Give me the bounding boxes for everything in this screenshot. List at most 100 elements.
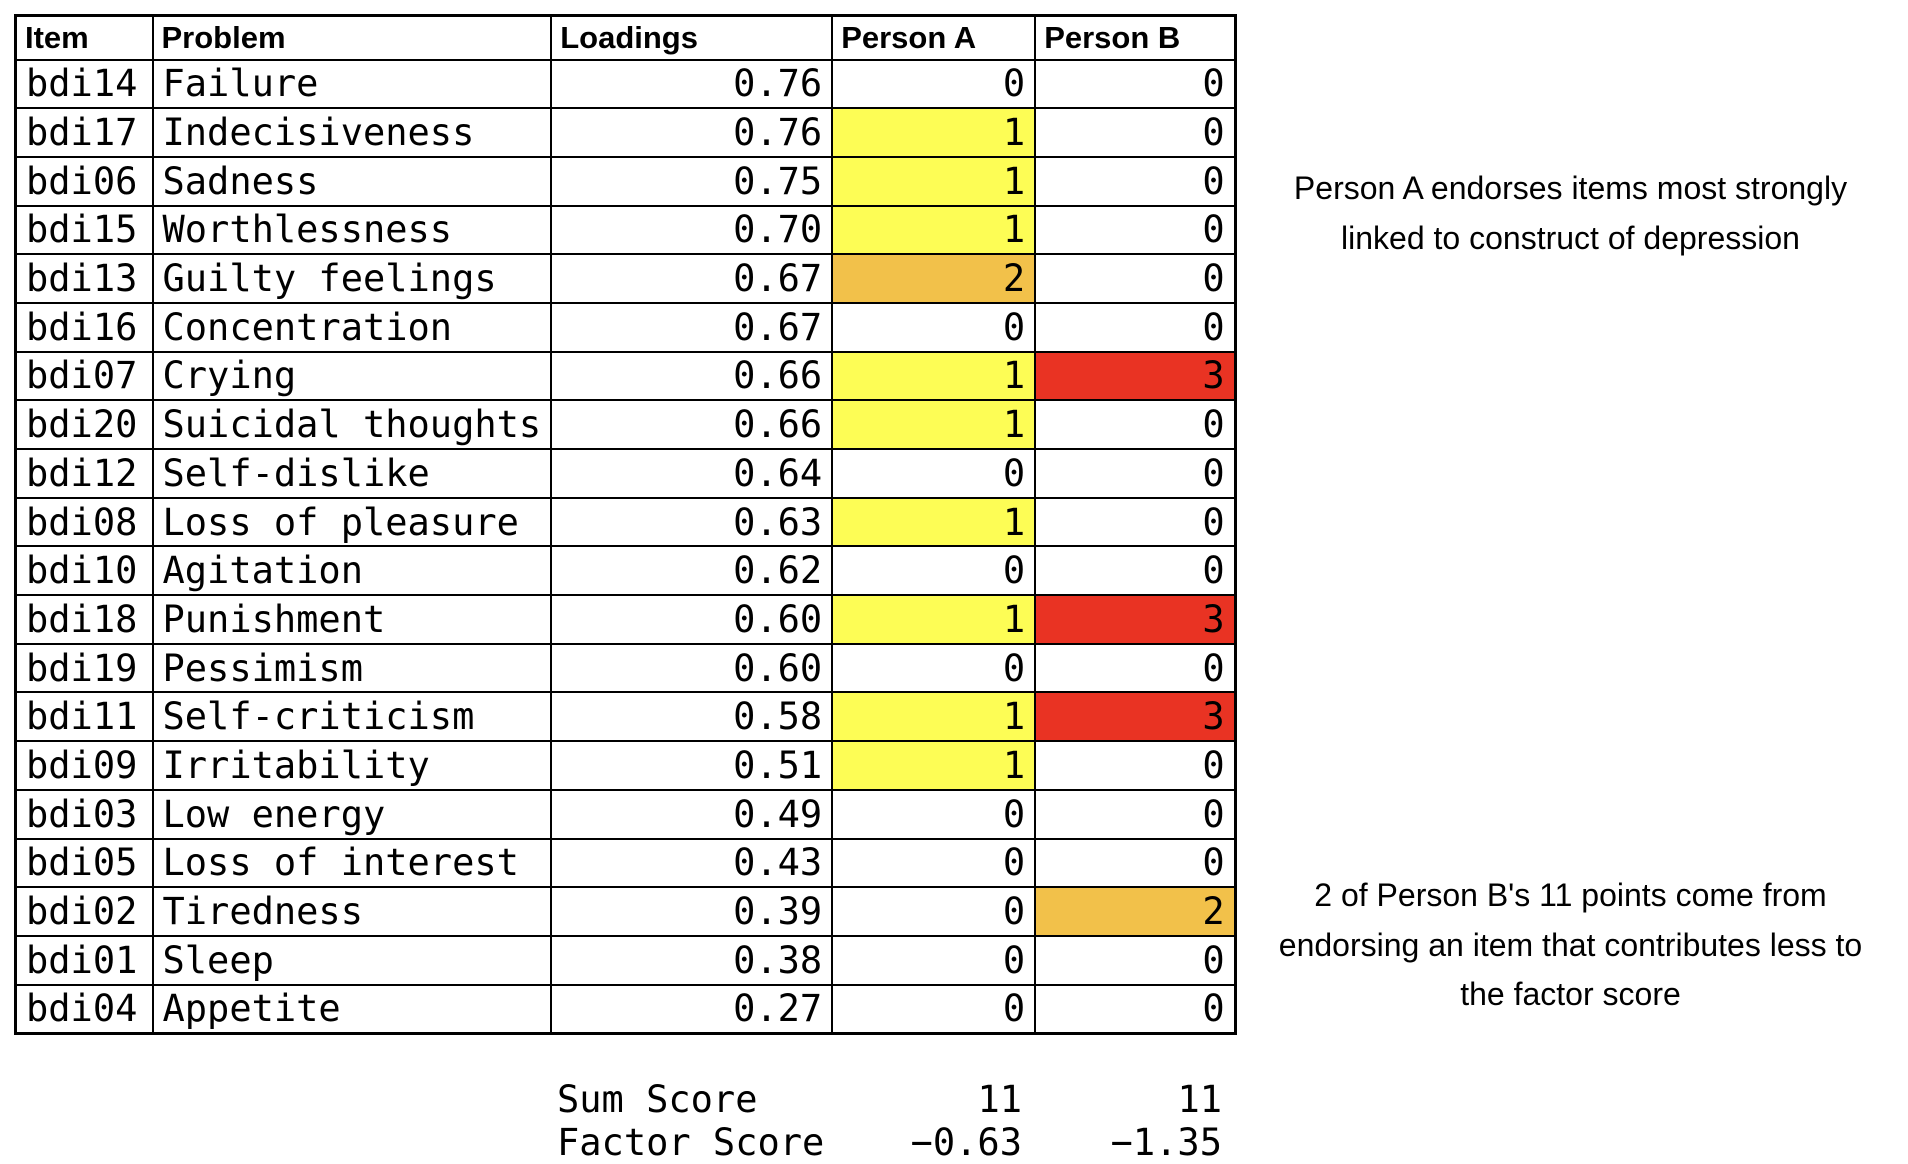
cell-person-a: 0 — [831, 983, 1037, 1035]
cell-loading: 0.27 — [550, 983, 834, 1035]
factor-score-person-a: −0.63 — [910, 1121, 1022, 1164]
cell-problem: Loss of pleasure — [151, 496, 553, 548]
cell-loading: 0.62 — [550, 545, 834, 597]
cell-item: bdi18 — [14, 594, 154, 645]
cell-person-a: 1 — [831, 691, 1037, 743]
cell-loading: 0.75 — [550, 155, 834, 207]
cell-person-b: 3 — [1034, 594, 1237, 645]
cell-problem: Appetite — [151, 983, 553, 1035]
cell-person-a: 1 — [831, 204, 1037, 256]
table-row: bdi14 Failure 0.76 0 0 — [14, 58, 1237, 110]
factor-score-row: Factor Score −0.63 −1.35 — [14, 1121, 1232, 1164]
cell-person-a: 0 — [831, 837, 1037, 889]
table-row: bdi10 Agitation 0.62 0 0 — [14, 545, 1237, 597]
cell-person-a: 2 — [831, 253, 1037, 304]
cell-loading: 0.66 — [550, 399, 834, 450]
cell-problem: Agitation — [151, 545, 553, 597]
cell-problem: Low energy — [151, 788, 553, 840]
cell-person-b: 0 — [1034, 155, 1237, 207]
table-row: bdi05 Loss of interest 0.43 0 0 — [14, 837, 1237, 889]
bdi-loadings-table: Item Problem Loadings Person A Person B … — [14, 14, 1237, 1035]
table-row: bdi07 Crying 0.66 1 3 — [14, 350, 1237, 402]
cell-item: bdi16 — [14, 301, 154, 353]
cell-person-a: 1 — [831, 594, 1037, 645]
column-header-person-a: Person A — [831, 14, 1037, 61]
cell-person-a: 1 — [831, 399, 1037, 450]
cell-person-b: 0 — [1034, 496, 1237, 548]
table-row: bdi08 Loss of pleasure 0.63 1 0 — [14, 496, 1237, 548]
table-row: bdi20 Suicidal thoughts 0.66 1 0 — [14, 399, 1237, 450]
cell-loading: 0.39 — [550, 886, 834, 937]
cell-loading: 0.58 — [550, 691, 834, 743]
header-row: Item Problem Loadings Person A Person B — [14, 14, 1237, 61]
cell-person-a: 0 — [831, 788, 1037, 840]
cell-person-a: 1 — [831, 155, 1037, 207]
cell-loading: 0.76 — [550, 58, 834, 110]
annotation-line: endorsing an item that contributes less … — [1278, 926, 1863, 963]
cell-problem: Sleep — [151, 934, 553, 986]
cell-item: bdi15 — [14, 204, 154, 256]
table-row: bdi15 Worthlessness 0.70 1 0 — [14, 204, 1237, 256]
cell-person-b: 0 — [1034, 788, 1237, 840]
cell-loading: 0.49 — [550, 788, 834, 840]
annotation-line: 2 of Person B's 11 points come from — [1314, 877, 1827, 913]
cell-problem: Indecisiveness — [151, 107, 553, 158]
cell-problem: Failure — [151, 58, 553, 110]
cell-loading: 0.67 — [550, 301, 834, 353]
table-row: bdi09 Irritability 0.51 1 0 — [14, 740, 1237, 791]
annotation-person-a: Person A endorses items most strongly li… — [1233, 164, 1908, 263]
cell-item: bdi06 — [14, 155, 154, 207]
table-row: bdi19 Pessimism 0.60 0 0 — [14, 642, 1237, 694]
annotation-line: linked to construct of depression — [1341, 219, 1800, 256]
cell-loading: 0.70 — [550, 204, 834, 256]
sum-score-label: Sum Score — [557, 1078, 758, 1121]
cell-item: bdi14 — [14, 58, 154, 110]
cell-problem: Sadness — [151, 155, 553, 207]
cell-item: bdi07 — [14, 350, 154, 402]
cell-problem: Self-dislike — [151, 448, 553, 499]
cell-item: bdi11 — [14, 691, 154, 743]
table-row: bdi18 Punishment 0.60 1 3 — [14, 594, 1237, 645]
cell-loading: 0.66 — [550, 350, 834, 402]
factor-score-label: Factor Score — [557, 1121, 825, 1164]
cell-person-a: 0 — [831, 934, 1037, 986]
cell-problem: Loss of interest — [151, 837, 553, 889]
table-row: bdi02 Tiredness 0.39 0 2 — [14, 886, 1237, 937]
cell-item: bdi13 — [14, 253, 154, 304]
cell-problem: Punishment — [151, 594, 553, 645]
cell-person-b: 0 — [1034, 253, 1237, 304]
cell-item: bdi01 — [14, 934, 154, 986]
table-row: bdi06 Sadness 0.75 1 0 — [14, 155, 1237, 207]
cell-person-b: 3 — [1034, 350, 1237, 402]
cell-person-b: 3 — [1034, 691, 1237, 743]
cell-person-b: 0 — [1034, 399, 1237, 450]
column-header-item: Item — [14, 14, 154, 61]
cell-person-b: 0 — [1034, 107, 1237, 158]
cell-item: bdi12 — [14, 448, 154, 499]
cell-item: bdi02 — [14, 886, 154, 937]
cell-person-a: 0 — [831, 642, 1037, 694]
cell-item: bdi19 — [14, 642, 154, 694]
cell-person-a: 1 — [831, 740, 1037, 791]
table-body: bdi14 Failure 0.76 0 0 bdi17 Indecisiveness 0.7… — [14, 58, 1237, 1035]
cell-loading: 0.60 — [550, 594, 834, 645]
cell-loading: 0.76 — [550, 107, 834, 158]
score-summary: Sum Score 11 11 Factor Score −0.63 −1.35 — [14, 1078, 1232, 1164]
cell-problem: Worthlessness — [151, 204, 553, 256]
cell-loading: 0.63 — [550, 496, 834, 548]
table-row: bdi11 Self-criticism 0.58 1 3 — [14, 691, 1237, 743]
cell-person-a: 0 — [831, 886, 1037, 937]
factor-score-person-b: −1.35 — [1110, 1121, 1222, 1164]
cell-person-a: 1 — [831, 107, 1037, 158]
cell-problem: Pessimism — [151, 642, 553, 694]
table-row: bdi03 Low energy 0.49 0 0 — [14, 788, 1237, 840]
cell-item: bdi04 — [14, 983, 154, 1035]
annotation-person-b: 2 of Person B's 11 points come from endo… — [1233, 871, 1908, 1020]
cell-problem: Guilty feelings — [151, 253, 553, 304]
cell-item: bdi09 — [14, 740, 154, 791]
table-row: bdi12 Self-dislike 0.64 0 0 — [14, 448, 1237, 499]
cell-loading: 0.38 — [550, 934, 834, 986]
cell-item: bdi20 — [14, 399, 154, 450]
cell-item: bdi05 — [14, 837, 154, 889]
